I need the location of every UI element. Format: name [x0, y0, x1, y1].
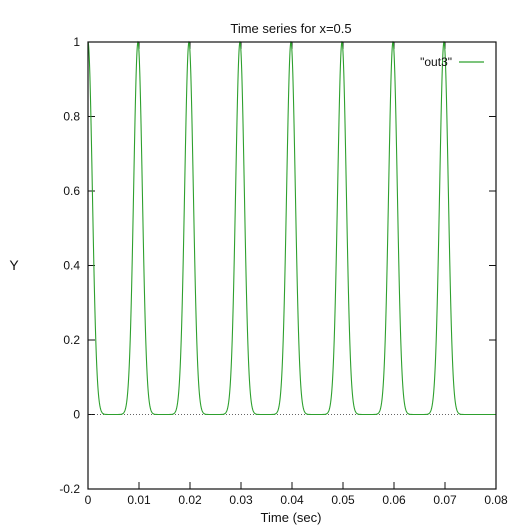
x-tick-label: 0.05 [331, 493, 355, 507]
x-tick-label: 0.04 [280, 493, 304, 507]
plot-frame [87, 41, 497, 490]
legend-label-out3: "out3" [420, 55, 452, 69]
x-tick-label: 0 [85, 493, 92, 507]
chart-title: Time series for x=0.5 [230, 21, 351, 36]
x-tick-label: 0.02 [178, 493, 202, 507]
x-axis-label: Time (sec) [261, 510, 322, 525]
y-tick-label: 0 [73, 408, 80, 422]
y-axis-label: Y [9, 257, 19, 273]
y-tick-label: 0.2 [63, 333, 80, 347]
y-tick-label: 0.4 [63, 259, 80, 273]
x-tick-label: 0.06 [382, 493, 406, 507]
x-tick-label: 0.07 [433, 493, 457, 507]
y-tick-label: 1 [73, 35, 80, 49]
series-line-out3 [87, 40, 496, 416]
y-tick-label: 0.8 [63, 110, 80, 124]
x-tick-label: 0.08 [484, 493, 508, 507]
legend: "out3" [420, 55, 484, 69]
x-tick-label: 0.01 [127, 493, 151, 507]
y-tick-label: -0.2 [59, 482, 80, 496]
x-tick-label: 0.03 [229, 493, 253, 507]
y-tick-label: 0.6 [63, 184, 80, 198]
